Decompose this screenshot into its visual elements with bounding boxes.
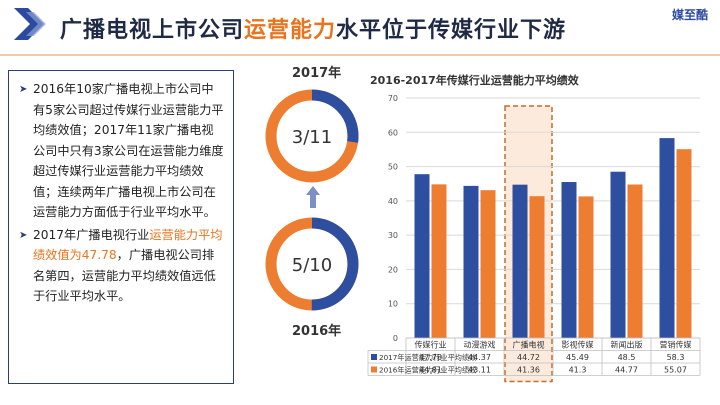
notes-box: ➤ 2016年10家广播电视上市公司中有5家公司超过传媒行业运营能力平均绩效值；… [8,70,234,384]
legend-swatch [371,354,377,360]
title-divider [0,54,720,56]
data-label: 58.3 [667,353,685,362]
bar [431,184,447,338]
data-label: 41.36 [517,366,540,375]
arrow-bullet-icon: ➤ [19,229,28,241]
donut-2017-share [265,89,359,183]
data-label: 44.77 [615,366,638,375]
legend-swatch [371,366,377,373]
brand-logo: 媒至酷 [671,8,708,22]
y-tick-label: 40 [388,197,398,206]
note-text-2: 2017年广播电视行业运营能力平均绩效值为47.78，广播电视公司排名第四，运营… [33,227,223,304]
donut-2016: 5/10 [265,217,359,311]
x-tick-label: 广播电视 [513,340,545,350]
note-bullet: ➤ 2016年10家广播电视上市公司中有5家公司超过传媒行业运营能力平均绩效值；… [19,79,225,223]
note-bullet: ➤ 2017年广播电视行业运营能力平均绩效值为47.78，广播电视公司排名第四，… [19,225,225,307]
data-label: 41.3 [569,366,587,375]
chart-title: 2016-2017年传媒行业运营能力平均绩效 [370,74,579,87]
x-tick-label: 传媒行业 [415,340,447,350]
bar [610,171,626,338]
y-tick-label: 20 [388,265,398,274]
bar [463,185,479,338]
year-2017-label: 2017年 [292,66,342,81]
bar [627,184,643,338]
donut-2016-share [265,217,359,311]
donut-2017: 3/11 [265,89,359,183]
x-tick-label: 影视传媒 [562,340,594,350]
x-tick-label: 新闻出版 [611,340,643,350]
data-label: 48.5 [618,353,636,362]
data-label: 45.49 [566,353,589,362]
legend-label: 2017年运营能力行业平均绩效 [379,353,476,362]
bar [578,196,594,338]
bar [659,138,675,338]
x-tick-label: 营销传媒 [660,340,692,350]
bar [676,149,692,338]
donut-2017-value: 3/11 [292,127,332,148]
y-tick-label: 70 [388,94,398,103]
up-arrow-icon [306,186,320,208]
data-label: 43.11 [468,366,491,375]
note-text-1: 2016年10家广播电视上市公司中有5家公司超过传媒行业运营能力平均绩效值；20… [33,82,224,219]
data-label: 44.72 [517,353,540,362]
bar [512,184,528,338]
data-label: 55.07 [664,366,687,375]
page-title: 广播电视上市公司运营能力水平位于传媒行业下游 [60,18,567,43]
y-tick-label: 10 [388,300,398,309]
bar [561,182,577,338]
x-tick-label: 动漫游戏 [464,340,496,350]
data-label: 44.81 [419,366,442,375]
bar [529,196,545,338]
title-chevron-icon [14,8,46,40]
y-tick-label: 60 [388,128,398,137]
y-tick-label: 0 [393,334,398,343]
bar-chart: 0 10 20 30 40 50 60 70 传媒行业 动漫游戏 广播电视 影视传媒 新闻出版 营销传媒 2… [367,94,701,383]
y-tick-label: 30 [388,231,398,240]
year-2016-label: 2016年 [292,324,342,339]
arrow-bullet-icon: ➤ [19,84,28,95]
bar [414,174,430,338]
data-label: 44.37 [468,353,491,362]
donut-2016-value: 5/10 [292,255,332,276]
legend-label: 2016年运营能力行业平均绩效 [379,366,476,375]
bar [480,190,496,338]
y-tick-label: 50 [388,163,398,172]
data-label: 47.78 [419,353,442,362]
